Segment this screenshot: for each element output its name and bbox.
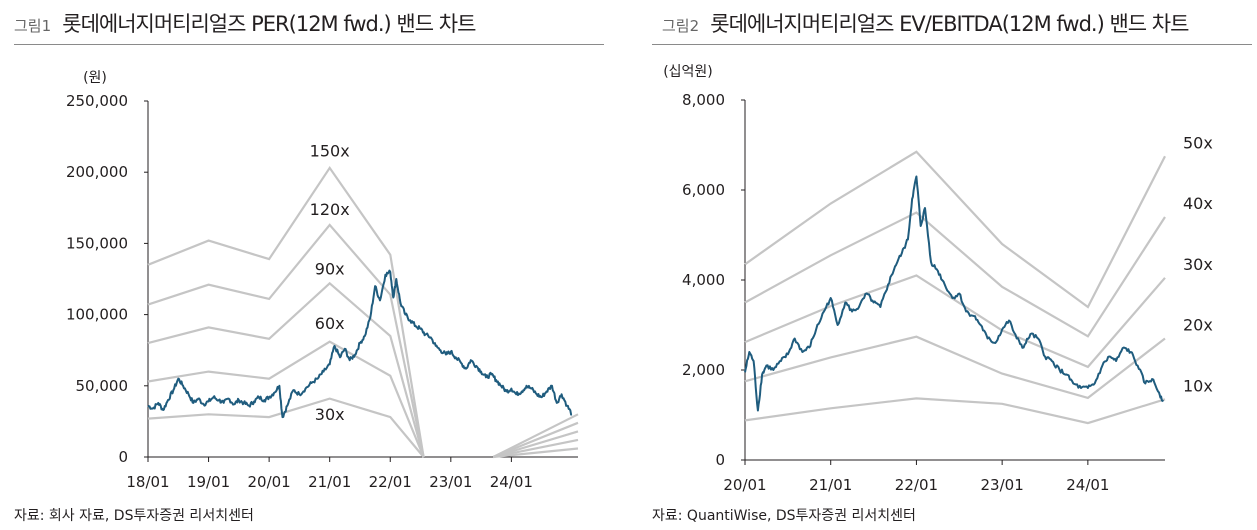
figure-2: 그림2 롯데에너지머티리얼즈 EV/EBITDA(12M fwd.) 밴드 차트…	[648, 0, 1257, 530]
band-label-120x: 120x	[310, 200, 350, 219]
band-line-50x	[744, 150, 1166, 309]
y-tick-label: 4,000	[682, 271, 725, 289]
band-line-30x	[744, 274, 1166, 369]
x-tick-label: 20/01	[723, 476, 766, 494]
band-line-60x	[147, 340, 425, 458]
band-line-150x	[147, 165, 425, 458]
band-line-90x	[492, 430, 579, 459]
band-line-10x	[744, 397, 1166, 425]
band-line-60x	[492, 438, 579, 459]
band-line-30x	[493, 447, 579, 459]
x-tick-label: 24/01	[490, 473, 533, 491]
x-tick-label: 21/01	[308, 473, 351, 491]
y-unit-label: (원)	[83, 70, 107, 86]
y-tick-label: 0	[118, 448, 128, 466]
figure-2-title-rule	[652, 44, 1252, 45]
band-line-90x	[147, 281, 425, 458]
band-label-60x: 60x	[315, 314, 345, 333]
y-tick-label: 50,000	[76, 377, 129, 395]
band-line-120x	[492, 421, 579, 459]
band-label-150x: 150x	[310, 142, 350, 161]
y-tick-label: 8,000	[682, 91, 725, 109]
band-label-40x: 40x	[1183, 194, 1213, 213]
band-line-20x	[744, 335, 1166, 400]
band-label-30x: 30x	[315, 405, 345, 424]
x-tick-label: 23/01	[429, 473, 472, 491]
band-line-120x	[147, 223, 425, 458]
ev-ebitda-band-chart: (십억원) 0 2,000 4,000 6,000 8,000 20/01 21/01 22/0…	[663, 64, 1213, 494]
per-band-chart: (원) 0 50,000 100,000 150,000 200,000 250,000 18…	[66, 70, 579, 491]
figure-2-source: 자료: QuantiWise, DS투자증권 리서치센터	[652, 508, 916, 524]
y-tick-label: 2,000	[682, 361, 725, 379]
series-line-주가	[147, 269, 573, 419]
figure-1-title-row: 그림1 롯데에너지머티리얼즈 PER(12M fwd.) 밴드 차트	[14, 8, 476, 42]
x-tick-label: 22/01	[895, 476, 938, 494]
y-tick-label: 200,000	[66, 163, 128, 181]
band-line-40x	[744, 211, 1166, 338]
band-label-90x: 90x	[315, 260, 345, 279]
x-tick-label: 24/01	[1066, 476, 1109, 494]
figure-2-label: 그림2	[662, 17, 700, 35]
x-tick-label: 20/01	[248, 473, 291, 491]
figure-2-title: 롯데에너지머티리얼즈 EV/EBITDA(12M fwd.) 밴드 차트	[710, 12, 1189, 36]
figure-1-title: 롯데에너지머티리얼즈 PER(12M fwd.) 밴드 차트	[62, 12, 476, 36]
figure-1-label: 그림1	[14, 17, 52, 35]
band-label-20x: 20x	[1183, 316, 1213, 335]
x-tick-label: 22/01	[369, 473, 412, 491]
figure-2-title-row: 그림2 롯데에너지머티리얼즈 EV/EBITDA(12M fwd.) 밴드 차트	[662, 8, 1189, 42]
y-tick-label: 6,000	[682, 181, 725, 199]
y-tick-label: 0	[715, 451, 725, 469]
y-tick-label: 100,000	[66, 306, 128, 324]
figure-1-title-rule	[14, 44, 604, 45]
band-line-150x	[492, 413, 579, 458]
y-unit-label: (십억원)	[663, 64, 713, 80]
y-tick-label: 250,000	[66, 92, 128, 110]
band-label-50x: 50x	[1183, 133, 1213, 152]
band-label-10x: 10x	[1183, 376, 1213, 395]
band-label-30x: 30x	[1183, 255, 1213, 274]
x-tick-label: 23/01	[981, 476, 1024, 494]
x-tick-label: 19/01	[187, 473, 230, 491]
band-line-30x	[147, 397, 425, 458]
x-tick-label: 21/01	[809, 476, 852, 494]
figure-1: 그림1 롯데에너지머티리얼즈 PER(12M fwd.) 밴드 차트 (원) 0 5…	[0, 0, 620, 530]
y-tick-label: 150,000	[66, 234, 128, 252]
figure-1-source: 자료: 회사 자료, DS투자증권 리서치센터	[14, 508, 254, 524]
x-tick-label: 18/01	[126, 473, 169, 491]
series-line-EV	[744, 175, 1165, 412]
